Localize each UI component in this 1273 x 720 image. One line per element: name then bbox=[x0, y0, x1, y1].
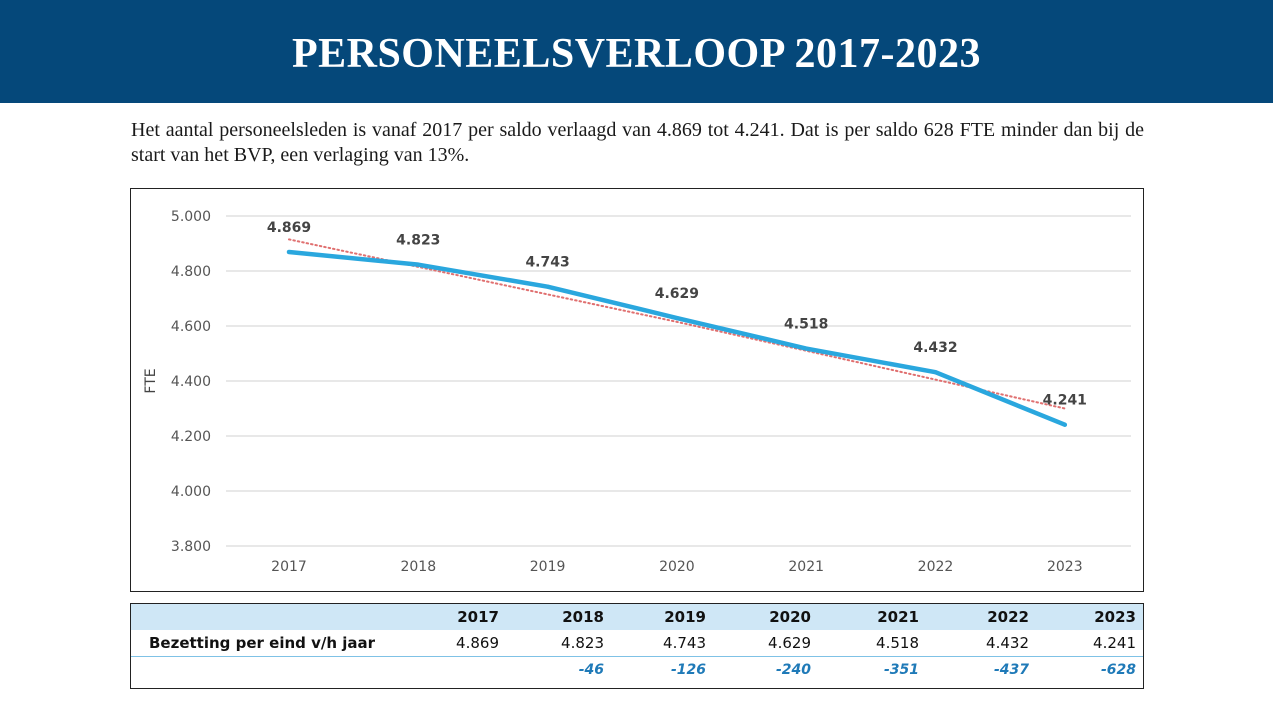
x-tick-label: 2020 bbox=[659, 559, 695, 575]
table-cell-delta: -126 bbox=[670, 662, 706, 678]
table-header-empty bbox=[131, 604, 421, 630]
data-point bbox=[674, 316, 679, 321]
table-cell-delta: -351 bbox=[883, 662, 919, 678]
table-cell-delta: -46 bbox=[578, 662, 604, 678]
table-header-year: 2023 bbox=[1036, 604, 1143, 630]
table-cell-value: 4.743 bbox=[611, 630, 713, 657]
table-header-row: 2017 2018 2019 2020 2021 2022 2023 bbox=[131, 604, 1143, 630]
data-table-panel: 2017 2018 2019 2020 2021 2022 2023 Bezet… bbox=[130, 603, 1144, 689]
data-label: 4.869 bbox=[267, 220, 311, 236]
series-line-fte bbox=[286, 249, 1068, 427]
table-header-year: 2018 bbox=[506, 604, 611, 630]
intro-text: Het aantal personeelsleden is vanaf 2017… bbox=[131, 119, 1144, 166]
line-chart: 3.800 4.000 4.200 4.400 4.600 4.800 5.000 2017… bbox=[143, 209, 1131, 575]
data-point bbox=[804, 346, 809, 351]
table-cell-value: 4.241 bbox=[1036, 630, 1143, 657]
table-cell-value: 4.869 bbox=[421, 630, 506, 657]
y-tick-label: 4.000 bbox=[171, 484, 211, 500]
data-point bbox=[287, 250, 291, 255]
y-tick-label: 4.800 bbox=[171, 264, 211, 280]
table-row-label: Bezetting per eind v/h jaar bbox=[131, 630, 421, 657]
table-delta-empty bbox=[131, 657, 421, 684]
data-point bbox=[933, 370, 938, 375]
table-header-year: 2022 bbox=[926, 604, 1036, 630]
table-cell-value: 4.518 bbox=[818, 630, 926, 657]
table-header-year: 2021 bbox=[818, 604, 926, 630]
table-row-bezetting: Bezetting per eind v/h jaar 4.869 4.823 … bbox=[131, 630, 1143, 657]
y-tick-label: 5.000 bbox=[171, 209, 211, 225]
table-header-year: 2017 bbox=[421, 604, 506, 630]
y-tick-label: 4.400 bbox=[171, 374, 211, 390]
table-cell-value: 4.823 bbox=[506, 630, 611, 657]
data-label: 4.743 bbox=[525, 255, 569, 271]
x-tick-label: 2019 bbox=[530, 559, 566, 575]
table-cell-value: 4.432 bbox=[926, 630, 1036, 657]
table-cell-value: 4.629 bbox=[713, 630, 818, 657]
data-label: 4.629 bbox=[655, 286, 699, 302]
grid-layer bbox=[226, 215, 1131, 547]
y-axis-ticks: 3.800 4.000 4.200 4.400 4.600 4.800 5.000 bbox=[171, 209, 211, 555]
data-point bbox=[416, 262, 421, 267]
data-label: 4.432 bbox=[913, 340, 957, 356]
data-point bbox=[1062, 422, 1067, 427]
data-label: 4.518 bbox=[784, 317, 828, 333]
table-cell-delta: -437 bbox=[993, 662, 1029, 678]
x-axis-ticks: 2017 2018 2019 2020 2021 2022 2023 bbox=[271, 559, 1082, 575]
y-tick-label: 4.200 bbox=[171, 429, 211, 445]
y-tick-label: 3.800 bbox=[171, 539, 211, 555]
table-row-deltas: -46 -126 -240 -351 -437 -628 bbox=[131, 657, 1143, 684]
table-cell-delta: -628 bbox=[1100, 662, 1136, 678]
table-cell-delta: -240 bbox=[775, 662, 811, 678]
data-point bbox=[545, 284, 550, 289]
chart-panel: 3.800 4.000 4.200 4.400 4.600 4.800 5.000 2017… bbox=[130, 188, 1144, 592]
data-label: 4.241 bbox=[1043, 393, 1087, 409]
title-bar: PERSONEELSVERLOOP 2017-2023 bbox=[0, 0, 1273, 103]
series-layer bbox=[286, 238, 1068, 427]
x-tick-label: 2022 bbox=[918, 559, 954, 575]
table-cell-delta bbox=[421, 657, 506, 684]
x-tick-label: 2017 bbox=[271, 559, 307, 575]
data-labels: 4.869 4.823 4.743 4.629 4.518 4.432 4.241 bbox=[267, 220, 1087, 409]
y-axis-title: FTE bbox=[143, 368, 159, 393]
x-tick-label: 2021 bbox=[788, 559, 824, 575]
table-header-year: 2019 bbox=[611, 604, 713, 630]
y-tick-label: 4.600 bbox=[171, 319, 211, 335]
slide-title: PERSONEELSVERLOOP 2017-2023 bbox=[291, 31, 982, 77]
data-table: 2017 2018 2019 2020 2021 2022 2023 Bezet… bbox=[131, 604, 1143, 683]
x-tick-label: 2023 bbox=[1047, 559, 1083, 575]
x-tick-label: 2018 bbox=[400, 559, 436, 575]
table-header-year: 2020 bbox=[713, 604, 818, 630]
data-label: 4.823 bbox=[396, 233, 440, 249]
